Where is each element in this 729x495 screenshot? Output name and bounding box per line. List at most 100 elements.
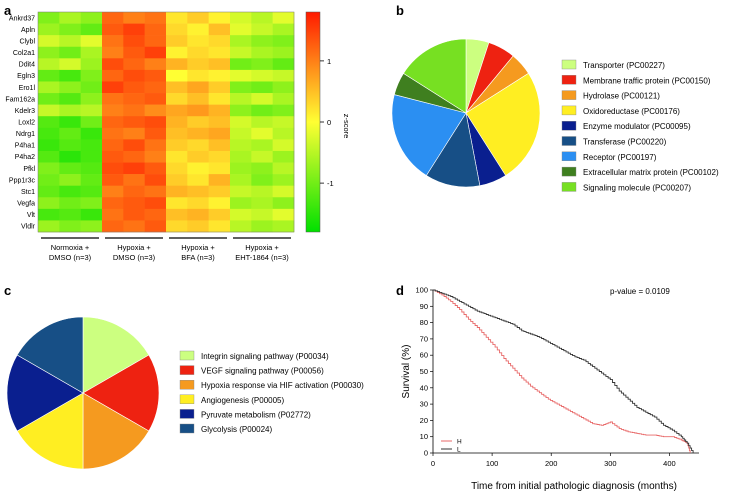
gene-label: Ppp1r3c [9, 177, 36, 184]
heatmap-cell [123, 127, 145, 140]
heatmap-cell [102, 104, 124, 117]
heatmap-row-labels: Ankrd37 Apln Clybl Col2a1 Ddit4 Egln3 Ero1l Fam… [5, 15, 35, 230]
group-label-line1: Hypoxia + [181, 243, 215, 252]
heatmap-cell [251, 174, 273, 186]
heatmap-cell [272, 46, 295, 59]
heatmap-cell [230, 12, 252, 24]
gene-label: Egln3 [17, 73, 35, 80]
heatmap-cell [80, 150, 103, 163]
heatmap-cell [166, 104, 188, 117]
y-tick-label: 10 [420, 432, 428, 441]
pie-slice [82, 316, 150, 394]
heatmap-cell [102, 58, 124, 71]
heatmap-cell [123, 93, 145, 105]
heatmap-cell [187, 93, 209, 105]
heatmap-cell [272, 139, 295, 152]
heatmap-cell [208, 150, 231, 163]
legend-swatch [561, 90, 577, 100]
heatmap-cell [251, 116, 273, 129]
heatmap-cell [208, 35, 231, 48]
pie-slice [6, 354, 84, 432]
heatmap-cell [230, 81, 252, 94]
heatmap-cell [208, 12, 231, 24]
heatmap-cell [166, 139, 188, 152]
y-axis-label: Survival (%) [401, 345, 412, 399]
heatmap-cell [187, 185, 209, 198]
heatmap-cell [144, 104, 167, 117]
heatmap-cell [272, 150, 295, 163]
heatmap-cell [230, 46, 252, 59]
heatmap-cell [80, 69, 103, 82]
legend-label: Integrin signaling pathway (P00034) [201, 352, 329, 361]
heatmap-cell [80, 220, 103, 233]
heatmap-cell [187, 69, 209, 82]
legend-swatch [561, 182, 577, 192]
heatmap-cell [230, 35, 252, 48]
heatmap-cell [251, 58, 273, 71]
heatmap-cell [187, 220, 209, 233]
heatmap-cell [166, 23, 188, 36]
gene-label: Ankrd37 [9, 15, 35, 22]
gene-label: Clybl [19, 38, 35, 45]
heatmap-cell [102, 12, 124, 24]
gene-label: Col2a1 [13, 50, 35, 57]
gene-label: Vldlr [21, 224, 36, 231]
heatmap-cell [80, 104, 103, 117]
group-label-line2: DMSO (n=3) [113, 253, 156, 262]
heatmap-cell [251, 127, 273, 140]
colorbar-tick-label: -1 [327, 179, 334, 188]
heatmap-cell [187, 58, 209, 71]
heatmap-cell [80, 185, 103, 198]
heatmap-cell [230, 93, 252, 105]
panel-letter-c: c [4, 283, 11, 298]
heatmap-cell [102, 220, 124, 233]
gene-label: Ddit4 [19, 62, 35, 69]
heatmap-cell [59, 46, 81, 59]
heatmap-cell [166, 58, 188, 71]
y-tick-label: 0 [424, 449, 428, 458]
heatmap-cell [166, 197, 188, 210]
heatmap-cell [187, 208, 209, 221]
heatmap-cell [208, 220, 231, 233]
heatmap-group-labels: Normoxia +DMSO (n=3)Hypoxia +DMSO (n=3)H… [41, 237, 291, 262]
heatmap-cell [187, 174, 209, 186]
heatmap-cell [38, 162, 60, 175]
legend-protein-class: Transporter (PC00227) Membrane traffic pr… [561, 59, 719, 192]
heatmap-cell [102, 46, 124, 59]
heatmap-cell [208, 116, 231, 129]
heatmap-cell [123, 185, 145, 198]
heatmap-cell [144, 208, 167, 221]
heatmap-cell [272, 220, 295, 233]
heatmap-cell [208, 127, 231, 140]
heatmap-cell [187, 197, 209, 210]
heatmap-cell [80, 93, 103, 105]
y-tick-label: 40 [420, 383, 428, 392]
heatmap-cell [59, 150, 81, 163]
heatmap-cell [59, 116, 81, 129]
y-tick-label: 50 [420, 367, 428, 376]
heatmap-cell [187, 46, 209, 59]
legend-swatch [179, 394, 195, 404]
heatmap-cell [272, 197, 295, 210]
heatmap-cell [80, 46, 103, 59]
p-value-annotation: p-value = 0.0109 [610, 287, 670, 296]
heatmap-cell [59, 197, 81, 210]
heatmap-cell [230, 104, 252, 117]
heatmap-cell [272, 116, 295, 129]
heatmap-cell [272, 35, 295, 48]
y-tick-label: 60 [420, 351, 428, 360]
heatmap-cell [230, 150, 252, 163]
panel-letter-b: b [396, 3, 404, 18]
heatmap-cell [230, 208, 252, 221]
pie-chart-pathways [6, 316, 160, 470]
heatmap-cell [59, 58, 81, 71]
heatmap-cell [230, 69, 252, 82]
legend-label: Pyruvate metabolism (P02772) [201, 410, 311, 419]
heatmap-cell [144, 174, 167, 186]
survival-curve-L [433, 289, 694, 453]
pie-slice [403, 38, 467, 114]
heatmap-cell [102, 23, 124, 36]
heatmap-cell [251, 197, 273, 210]
heatmap-cell [251, 162, 273, 175]
